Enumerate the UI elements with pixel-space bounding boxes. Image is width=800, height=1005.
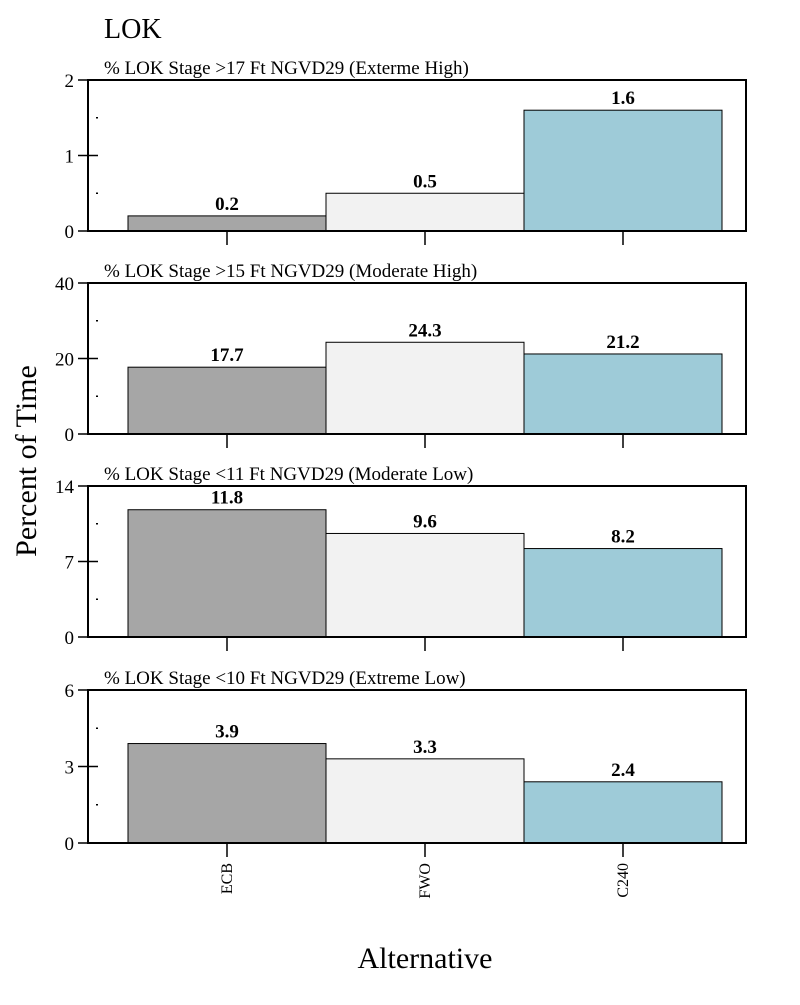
y-tick-label: 6: [65, 681, 75, 702]
data-label: 24.3: [408, 320, 441, 341]
data-label: 2.4: [611, 760, 635, 781]
bar: [523, 353, 723, 435]
panel-subtitle: % LOK Stage <11 Ft NGVD29 (Moderate Low): [104, 464, 473, 485]
data-label: 8.2: [611, 527, 635, 548]
chart-panel: % LOK Stage <11 Ft NGVD29 (Moderate Low)…: [55, 464, 747, 651]
x-axis-label: Alternative: [358, 942, 493, 975]
y-tick-label: 2: [65, 71, 75, 92]
data-label: 1.6: [611, 88, 635, 109]
y-tick-label: 7: [65, 553, 75, 574]
y-tick-label: 0: [65, 834, 75, 855]
data-label: 9.6: [413, 511, 437, 532]
panel-subtitle: % LOK Stage <10 Ft NGVD29 (Extreme Low): [104, 668, 466, 689]
panel-subtitle: % LOK Stage >17 Ft NGVD29 (Exterme High): [104, 58, 469, 79]
chart-title: LOK: [104, 14, 162, 45]
data-label: 0.2: [215, 194, 239, 215]
bar: [523, 548, 723, 638]
data-label: 17.7: [210, 345, 244, 366]
y-tick-label: 1: [65, 147, 75, 168]
chart-panel: % LOK Stage <10 Ft NGVD29 (Extreme Low) 3…: [65, 668, 747, 857]
data-label: 0.5: [413, 171, 437, 192]
bar: [523, 781, 723, 844]
panel-subtitle: % LOK Stage >15 Ft NGVD29 (Moderate High…: [104, 261, 477, 282]
bar: [127, 743, 327, 844]
bar: [325, 192, 525, 232]
data-label: 11.8: [211, 488, 243, 509]
bar: [127, 366, 327, 435]
y-tick-label: 20: [55, 350, 74, 371]
bar: [523, 109, 723, 232]
bar: [325, 532, 525, 638]
bar: [325, 341, 525, 435]
y-tick-label: 0: [65, 222, 75, 243]
data-label: 3.3: [413, 737, 437, 758]
y-tick-label: 3: [65, 758, 75, 779]
x-tick-label: ECB: [219, 863, 236, 894]
bar: [127, 509, 327, 638]
data-label: 3.9: [215, 722, 239, 743]
y-tick-label: 0: [65, 425, 75, 446]
y-axis-label: Percent of Time: [10, 365, 43, 557]
bar: [127, 215, 327, 232]
y-tick-label: 14: [55, 477, 75, 498]
y-tick-label: 0: [65, 628, 75, 649]
bar: [325, 758, 525, 844]
x-tick-label: FWO: [417, 863, 434, 899]
x-tick-label: C240: [615, 863, 632, 898]
chart-panel: % LOK Stage >15 Ft NGVD29 (Moderate High…: [55, 261, 747, 448]
data-label: 21.2: [606, 332, 639, 353]
y-tick-label: 40: [55, 274, 74, 295]
chart-panel: % LOK Stage >17 Ft NGVD29 (Exterme High)…: [65, 58, 747, 245]
